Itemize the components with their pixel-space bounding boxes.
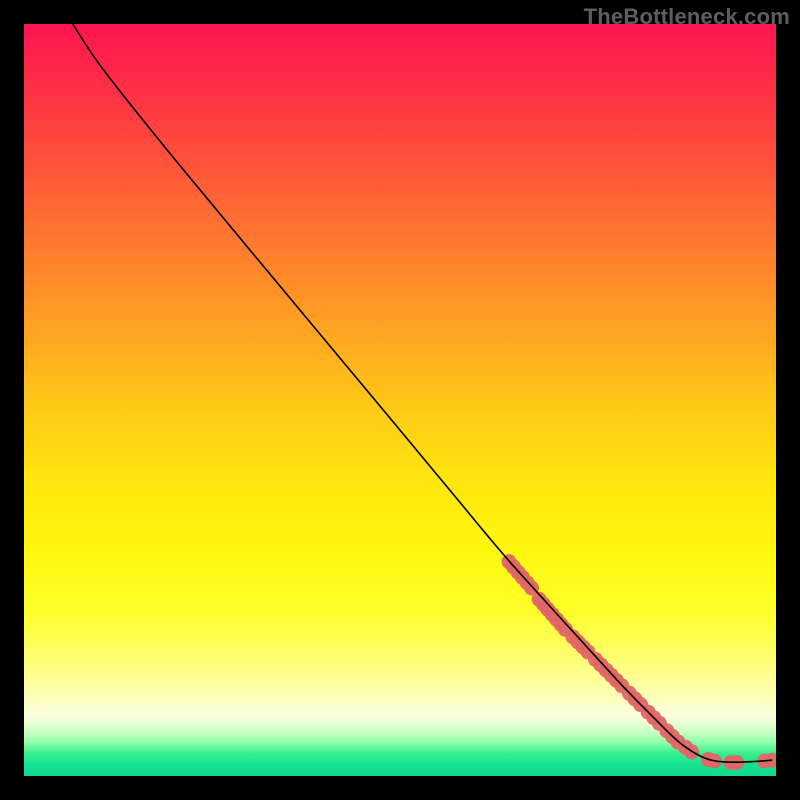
bottleneck-curve (73, 24, 772, 762)
chart-frame: TheBottleneck.com (0, 0, 800, 800)
chart-overlay (24, 24, 776, 776)
plot-area (24, 24, 776, 776)
dot-cluster-group (502, 554, 776, 770)
watermark-text: TheBottleneck.com (584, 4, 790, 30)
